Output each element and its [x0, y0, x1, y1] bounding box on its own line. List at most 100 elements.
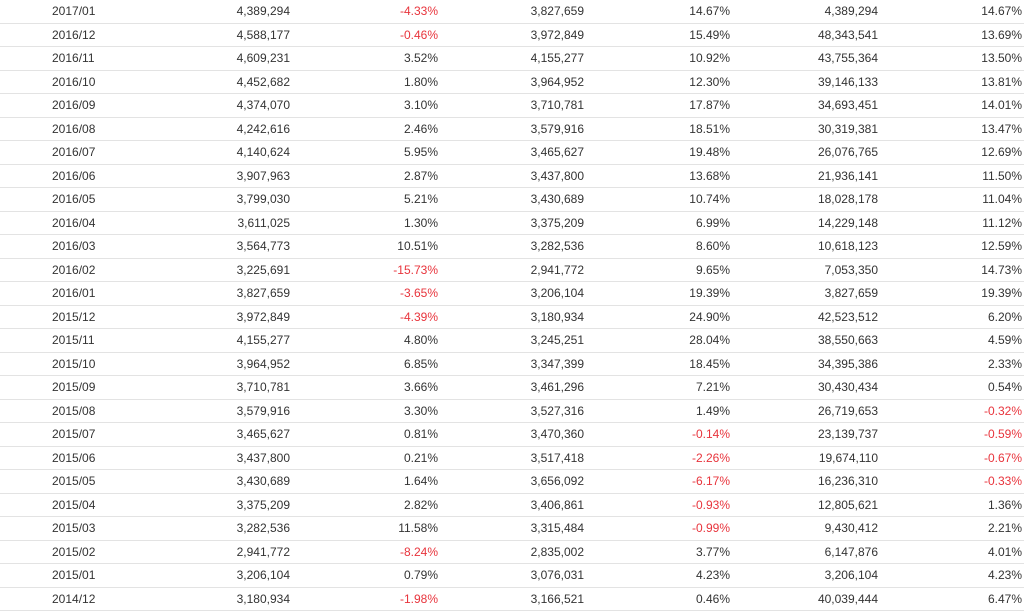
- yoy-cell: 10.92%: [689, 47, 730, 71]
- cumulative-cell: 30,319,381: [818, 118, 878, 142]
- prior-value-cell: 3,517,418: [531, 447, 584, 471]
- prior-value-cell: 3,461,296: [531, 376, 584, 400]
- prior-value-cell: 3,465,627: [531, 141, 584, 165]
- yoy-cell: 3.77%: [696, 541, 730, 565]
- change-cell: 2.82%: [404, 494, 438, 518]
- value-cell: 3,437,800: [237, 447, 290, 471]
- value-cell: 3,465,627: [237, 423, 290, 447]
- cumulative-cell: 21,936,141: [818, 165, 878, 189]
- cumulative-cell: 3,206,104: [825, 564, 878, 588]
- yoy-cell: 19.48%: [689, 141, 730, 165]
- month-cell: 2015/09: [52, 376, 95, 400]
- change-cell: 1.30%: [404, 212, 438, 236]
- value-cell: 4,155,277: [237, 329, 290, 353]
- prior-value-cell: 3,406,861: [531, 494, 584, 518]
- cumulative-yoy-cell: 4.59%: [988, 329, 1022, 353]
- cumulative-cell: 26,076,765: [818, 141, 878, 165]
- value-cell: 3,180,934: [237, 588, 290, 611]
- change-cell: 0.81%: [404, 423, 438, 447]
- cumulative-cell: 40,039,444: [818, 588, 878, 611]
- yoy-cell: -0.99%: [692, 517, 730, 541]
- cumulative-cell: 7,053,350: [825, 259, 878, 283]
- yoy-cell: 0.46%: [696, 588, 730, 611]
- month-cell: 2014/12: [52, 588, 95, 611]
- month-cell: 2016/09: [52, 94, 95, 118]
- change-cell: -15.73%: [393, 259, 438, 283]
- cumulative-cell: 30,430,434: [818, 376, 878, 400]
- month-cell: 2016/08: [52, 118, 95, 142]
- yoy-cell: 1.49%: [696, 400, 730, 424]
- month-cell: 2015/06: [52, 447, 95, 471]
- value-cell: 2,941,772: [237, 541, 290, 565]
- prior-value-cell: 3,827,659: [531, 0, 584, 24]
- cumulative-yoy-cell: 2.21%: [988, 517, 1022, 541]
- month-cell: 2015/05: [52, 470, 95, 494]
- cumulative-cell: 4,389,294: [825, 0, 878, 24]
- prior-value-cell: 3,375,209: [531, 212, 584, 236]
- cumulative-yoy-cell: 4.01%: [988, 541, 1022, 565]
- yoy-cell: 18.45%: [689, 353, 730, 377]
- value-cell: 3,579,916: [237, 400, 290, 424]
- value-cell: 3,206,104: [237, 564, 290, 588]
- change-cell: -4.39%: [400, 306, 438, 330]
- prior-value-cell: 3,206,104: [531, 282, 584, 306]
- cumulative-yoy-cell: 6.47%: [988, 588, 1022, 611]
- month-cell: 2017/01: [52, 0, 95, 24]
- change-cell: 10.51%: [397, 235, 438, 259]
- month-cell: 2015/03: [52, 517, 95, 541]
- yoy-cell: 10.74%: [689, 188, 730, 212]
- cumulative-cell: 42,523,512: [818, 306, 878, 330]
- change-cell: -0.46%: [400, 24, 438, 48]
- cumulative-cell: 10,618,123: [818, 235, 878, 259]
- month-cell: 2016/10: [52, 71, 95, 95]
- cumulative-yoy-cell: -0.67%: [984, 447, 1022, 471]
- cumulative-cell: 9,430,412: [825, 517, 878, 541]
- value-cell: 4,242,616: [237, 118, 290, 142]
- month-cell: 2015/01: [52, 564, 95, 588]
- yoy-cell: 6.99%: [696, 212, 730, 236]
- yoy-cell: 7.21%: [696, 376, 730, 400]
- cumulative-yoy-cell: -0.59%: [984, 423, 1022, 447]
- prior-value-cell: 3,430,689: [531, 188, 584, 212]
- cumulative-yoy-cell: 11.04%: [982, 188, 1022, 212]
- value-cell: 4,452,682: [237, 71, 290, 95]
- yoy-cell: -2.26%: [692, 447, 730, 471]
- value-cell: 3,799,030: [237, 188, 290, 212]
- cumulative-cell: 19,674,110: [819, 447, 878, 471]
- value-cell: 3,375,209: [237, 494, 290, 518]
- month-cell: 2015/04: [52, 494, 95, 518]
- prior-value-cell: 3,470,360: [531, 423, 584, 447]
- yoy-cell: 4.23%: [696, 564, 730, 588]
- cumulative-cell: 18,028,178: [818, 188, 878, 212]
- yoy-cell: 9.65%: [696, 259, 730, 283]
- cumulative-cell: 3,827,659: [825, 282, 878, 306]
- month-cell: 2015/07: [52, 423, 95, 447]
- cumulative-yoy-cell: 13.50%: [981, 47, 1022, 71]
- yoy-cell: 14.67%: [689, 0, 730, 24]
- change-cell: -8.24%: [400, 541, 438, 565]
- change-cell: 11.58%: [398, 517, 438, 541]
- value-cell: 4,588,177: [237, 24, 290, 48]
- yoy-cell: 24.90%: [689, 306, 730, 330]
- month-cell: 2016/12: [52, 24, 95, 48]
- cumulative-cell: 26,719,653: [818, 400, 878, 424]
- change-cell: 5.21%: [404, 188, 438, 212]
- yoy-cell: -0.14%: [692, 423, 730, 447]
- yoy-cell: 13.68%: [689, 165, 730, 189]
- value-cell: 3,710,781: [237, 376, 290, 400]
- prior-value-cell: 3,710,781: [531, 94, 584, 118]
- month-cell: 2015/12: [52, 306, 95, 330]
- cumulative-cell: 12,805,621: [818, 494, 878, 518]
- cumulative-yoy-cell: -0.32%: [984, 400, 1022, 424]
